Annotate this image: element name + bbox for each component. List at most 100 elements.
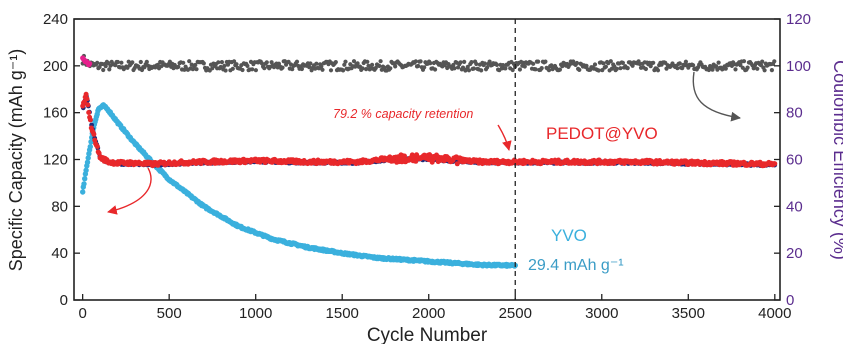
ce-point bbox=[584, 63, 589, 68]
ce-point bbox=[319, 64, 324, 69]
ce-point bbox=[232, 59, 237, 64]
ce-point bbox=[262, 66, 267, 71]
ce-point bbox=[630, 63, 635, 68]
ce-point bbox=[466, 68, 472, 73]
ce-point bbox=[465, 64, 470, 69]
pedot-point bbox=[94, 144, 100, 149]
left-axis-arrow bbox=[107, 167, 152, 215]
ce-point bbox=[187, 59, 192, 64]
ce-point bbox=[250, 67, 255, 72]
ce-point bbox=[691, 63, 696, 68]
pedot-point bbox=[85, 102, 91, 108]
ce-point bbox=[103, 64, 108, 69]
ce-point bbox=[138, 59, 143, 65]
retention-arrow bbox=[497, 124, 512, 151]
ce-point bbox=[328, 68, 334, 73]
ce-point bbox=[144, 59, 149, 64]
ce-point bbox=[683, 59, 689, 64]
y-left-tick-label: 80 bbox=[51, 198, 68, 215]
ce-point bbox=[101, 67, 106, 73]
ce-point bbox=[130, 60, 135, 65]
y-right-tick-label: 0 bbox=[786, 292, 794, 309]
yvo-point bbox=[80, 189, 86, 195]
ce-point bbox=[360, 66, 365, 71]
ce-point bbox=[299, 66, 304, 72]
ce-point bbox=[393, 64, 398, 69]
ce-point bbox=[474, 61, 479, 67]
ce-point bbox=[333, 60, 338, 65]
ce-point bbox=[373, 65, 378, 71]
ce-point bbox=[596, 68, 601, 73]
x-tick-label: 1000 bbox=[239, 305, 272, 322]
ce-point bbox=[772, 59, 777, 64]
series-pedot-yvo bbox=[80, 91, 778, 169]
ce-point bbox=[485, 65, 490, 70]
ce-point bbox=[413, 59, 418, 64]
ce-point bbox=[517, 67, 523, 72]
pedot-point bbox=[87, 117, 93, 123]
ce-point bbox=[194, 67, 199, 72]
ce-point bbox=[378, 59, 383, 64]
ce-point bbox=[536, 59, 541, 64]
ce-point bbox=[264, 60, 269, 65]
ce-point bbox=[614, 66, 619, 71]
ce-point bbox=[107, 67, 112, 72]
pedot-point bbox=[96, 150, 102, 156]
yvo-point bbox=[82, 176, 88, 182]
right-axis-arrow bbox=[692, 71, 741, 122]
ce-point bbox=[675, 66, 680, 71]
ce-point bbox=[366, 63, 371, 68]
ce-point bbox=[106, 60, 111, 66]
ce-point bbox=[522, 64, 527, 69]
ce-point bbox=[557, 67, 563, 72]
ce-point bbox=[290, 67, 295, 72]
ce-point bbox=[458, 60, 463, 65]
ce-point bbox=[280, 65, 285, 70]
y-axis-right-label: Coulombic Efficiency (%) bbox=[830, 60, 843, 260]
y-left-tick-label: 40 bbox=[51, 245, 68, 262]
ce-point bbox=[355, 61, 360, 66]
y-right-tick-label: 80 bbox=[786, 105, 803, 122]
yvo-point bbox=[83, 167, 89, 173]
ce-point bbox=[377, 63, 382, 69]
pedot-series-label: PEDOT@YVO bbox=[546, 124, 658, 143]
ce-point bbox=[543, 59, 548, 64]
ce-point bbox=[539, 66, 544, 71]
ce-point bbox=[738, 63, 743, 68]
ce-point bbox=[577, 67, 582, 72]
final-capacity-label: 29.4 mAh g⁻¹ bbox=[528, 257, 624, 274]
ce-point bbox=[651, 60, 656, 65]
ce-point bbox=[706, 67, 712, 73]
ce-point bbox=[343, 59, 348, 64]
ce-point bbox=[462, 59, 467, 64]
ce-point bbox=[716, 60, 721, 65]
ce-point bbox=[680, 66, 685, 71]
ce-point bbox=[603, 64, 609, 69]
ce-point bbox=[620, 60, 626, 65]
ce-point bbox=[230, 66, 235, 71]
ce-point bbox=[365, 59, 370, 64]
ce-point bbox=[471, 66, 476, 71]
ce-point bbox=[95, 60, 100, 65]
x-tick-label: 500 bbox=[157, 305, 182, 322]
ce-point bbox=[193, 62, 198, 68]
ce-point bbox=[119, 60, 124, 65]
x-tick-label: 4000 bbox=[758, 305, 791, 322]
ce-point bbox=[755, 66, 760, 71]
ce-point bbox=[201, 61, 206, 66]
ce-point bbox=[533, 67, 538, 72]
ce-point bbox=[592, 62, 598, 67]
ce-point bbox=[574, 60, 580, 66]
ce-point bbox=[259, 61, 264, 66]
y-axis-left-label: Specific Capacity (mAh g⁻¹) bbox=[6, 49, 26, 272]
ce-point bbox=[456, 65, 461, 70]
ce-point bbox=[531, 61, 536, 66]
ce-point bbox=[176, 64, 181, 69]
y-right-tick-label: 20 bbox=[786, 245, 803, 262]
ce-point bbox=[219, 60, 224, 65]
y-left-tick-label: 160 bbox=[43, 105, 68, 122]
ce-point bbox=[745, 65, 750, 70]
ce-point bbox=[341, 68, 346, 73]
ce-point bbox=[418, 59, 423, 64]
ce-point bbox=[677, 61, 682, 66]
